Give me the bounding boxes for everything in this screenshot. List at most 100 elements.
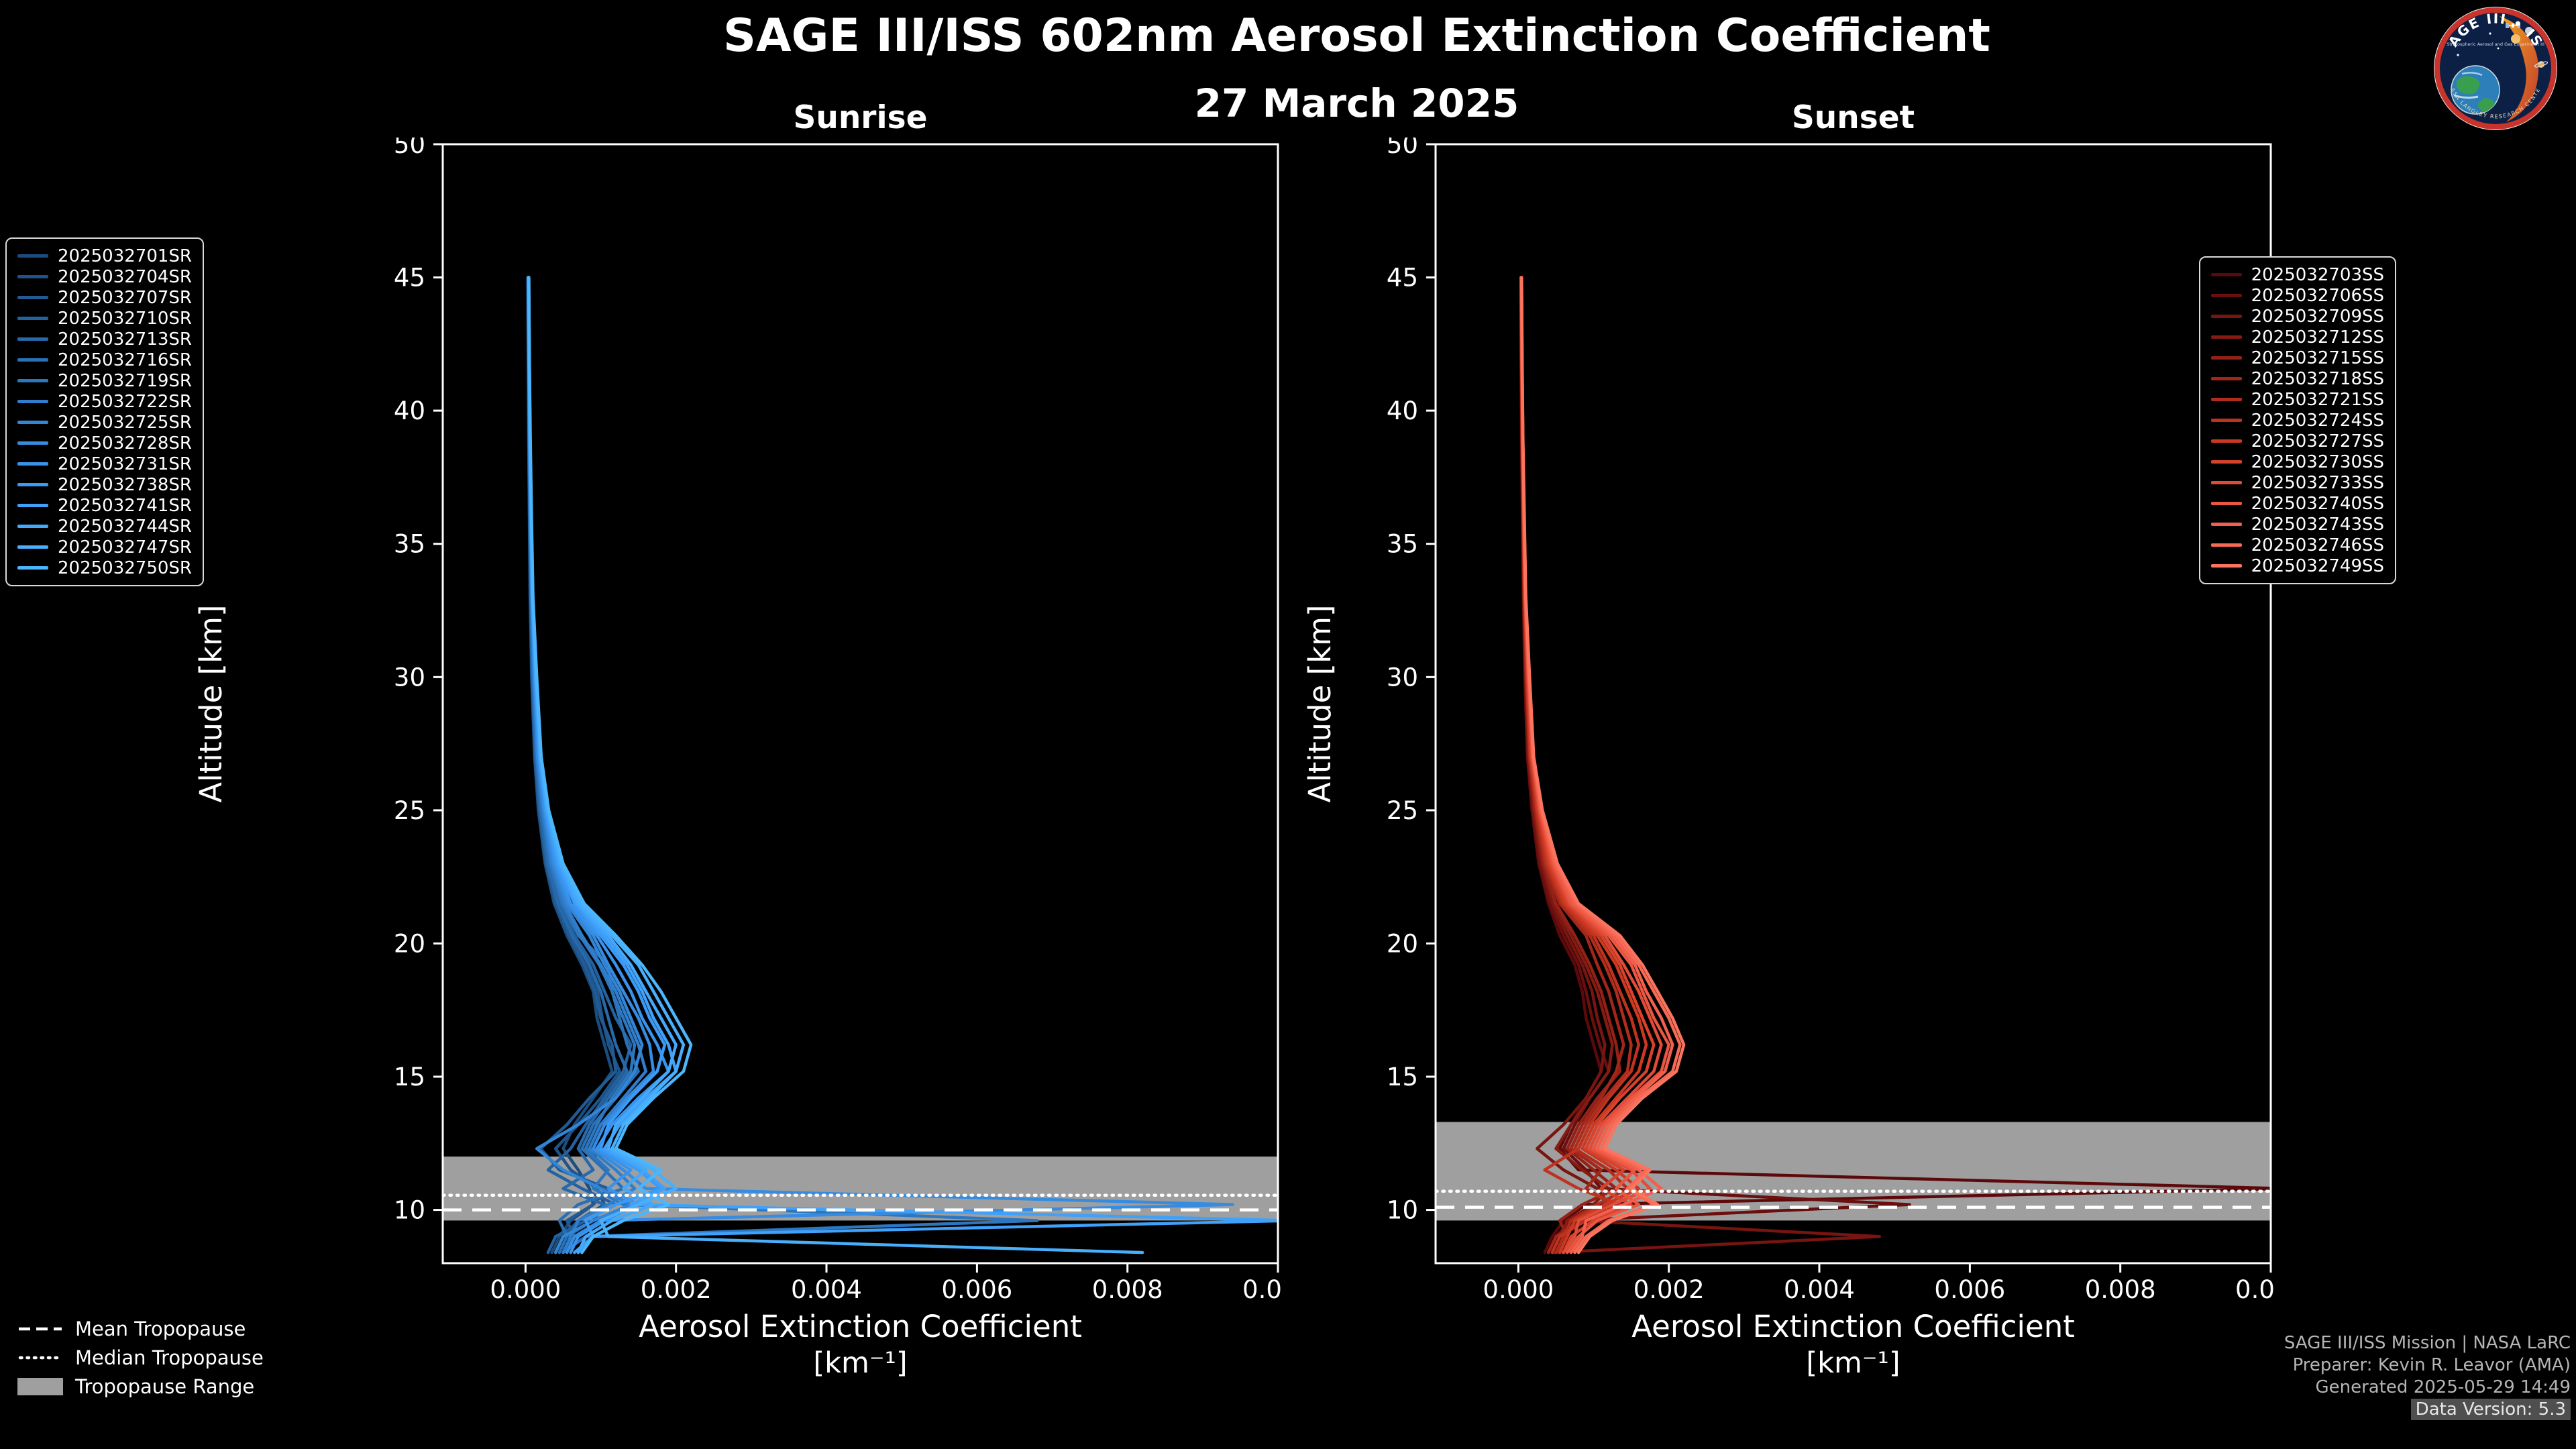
- series-color-swatch: [2210, 564, 2242, 568]
- series-color-swatch: [2210, 543, 2242, 547]
- y-tick-label: 50: [1387, 138, 1418, 159]
- figure-title: SAGE III/ISS 602nm Aerosol Extinction Co…: [723, 9, 1990, 62]
- series-label: 2025032724SS: [2251, 410, 2384, 431]
- credits-block: SAGE III/ISS Mission | NASA LaRC Prepare…: [2284, 1332, 2571, 1421]
- series-label: 2025032725SR: [58, 412, 192, 433]
- series-color-swatch: [2210, 335, 2242, 339]
- x-tick-label: 0.008: [1092, 1275, 1163, 1304]
- x-tick-label: 0.000: [1483, 1275, 1554, 1304]
- x-tick-label: 0.002: [1633, 1275, 1705, 1304]
- series-color-swatch: [17, 358, 48, 362]
- legend-item: 2025032722SR: [17, 391, 192, 412]
- y-tick-label: 15: [394, 1063, 425, 1091]
- credit-generated: Generated 2025-05-29 14:49: [2315, 1377, 2571, 1397]
- legend-item: 2025032725SR: [17, 412, 192, 433]
- series-label: 2025032704SR: [58, 266, 192, 287]
- legend-item: 2025032704SR: [17, 266, 192, 287]
- sage-iii-iss-logo: SAGE III • ISS Stratospheric Aerosol and…: [2434, 7, 2557, 130]
- logo-star: [2457, 54, 2459, 56]
- dotted-line-swatch: [18, 1356, 63, 1360]
- y-tick-label: 40: [394, 396, 425, 425]
- series-label: 2025032703SS: [2251, 264, 2384, 285]
- legend-item: 2025032703SS: [2210, 264, 2384, 285]
- series-label: 2025032738SR: [58, 474, 192, 495]
- series-color-swatch: [2210, 294, 2242, 297]
- legend-item: 2025032709SS: [2210, 306, 2384, 327]
- legend-item: 2025032747SR: [17, 537, 192, 557]
- dashed-line-swatch: [19, 1327, 62, 1331]
- legend-item: 2025032741SR: [17, 495, 192, 516]
- series-label: 2025032710SR: [58, 308, 192, 329]
- y-axis-label-sunset: Altitude [km]: [1302, 604, 1338, 803]
- series-label: 2025032740SS: [2251, 493, 2384, 514]
- series-label: 2025032747SR: [58, 537, 192, 557]
- legend-items-sunset: 2025032703SS 2025032706SS 2025032709SS 2025…: [2210, 264, 2384, 576]
- legend-item: 2025032713SR: [17, 329, 192, 350]
- panel-title-sunset: Sunset: [1791, 99, 1915, 136]
- series-label: 2025032712SS: [2251, 327, 2384, 347]
- series-color-swatch: [17, 421, 48, 424]
- series-color-swatch: [17, 317, 48, 320]
- legend-item: 2025032716SR: [17, 350, 192, 370]
- series-label: 2025032701SR: [58, 246, 192, 266]
- credit-data-version: Data Version: 5.3: [2410, 1399, 2571, 1420]
- series-color-swatch: [2210, 315, 2242, 318]
- series-label: 2025032718SS: [2251, 368, 2384, 389]
- x-tick-label: 0.010: [2235, 1275, 2277, 1304]
- series-color-swatch: [2210, 502, 2242, 505]
- profile-line-2025032709SS: [1519, 276, 1882, 1254]
- legend-item: 2025032750SR: [17, 557, 192, 578]
- legend-label-range: Tropopause Range: [75, 1375, 255, 1398]
- y-tick-label: 25: [1387, 796, 1418, 825]
- legend-item: 2025032712SS: [2210, 327, 2384, 347]
- logo-star: [2489, 32, 2491, 35]
- range-patch-swatch: [17, 1378, 63, 1395]
- logo-earth: [2451, 65, 2500, 115]
- legend-item: 2025032749SS: [2210, 555, 2384, 576]
- series-label: 2025032706SS: [2251, 285, 2384, 306]
- series-color-swatch: [2210, 273, 2242, 276]
- plot-area-sunset: 0.000 0.002 0.004 0.006 0.008 0.010 10 15 20 25 30…: [1335, 138, 2277, 1350]
- series-color-swatch: [17, 525, 48, 528]
- series-label: 2025032727SS: [2251, 431, 2384, 451]
- series-label: 2025032743SS: [2251, 514, 2384, 535]
- y-tick-label: 15: [1387, 1063, 1418, 1091]
- series-label: 2025032730SS: [2251, 451, 2384, 472]
- series-color-swatch: [17, 296, 48, 299]
- legend-item: 2025032715SS: [2210, 347, 2384, 368]
- plot-border: [441, 143, 1279, 1265]
- x-axis-label-sunset: Aerosol Extinction Coefficient [km⁻¹]: [1436, 1308, 2271, 1382]
- series-label: 2025032707SR: [58, 287, 192, 308]
- legend-item: 2025032746SS: [2210, 535, 2384, 555]
- logo-sun-figure: [2500, 16, 2539, 122]
- series-color-swatch: [2210, 439, 2242, 443]
- series-color-swatch: [17, 275, 48, 278]
- legend-item: 2025032721SS: [2210, 389, 2384, 410]
- profile-line-2025032750SR: [527, 276, 693, 1254]
- y-tick-label: 30: [394, 663, 425, 692]
- x-tick-label: 0.006: [1934, 1275, 2005, 1304]
- series-color-swatch: [2210, 356, 2242, 360]
- series-label: 2025032728SR: [58, 433, 192, 453]
- x-tick-label: 0.000: [490, 1275, 561, 1304]
- series-label: 2025032709SS: [2251, 306, 2384, 327]
- figure-date: 27 March 2025: [1194, 80, 1519, 126]
- series-label: 2025032722SR: [58, 391, 192, 412]
- legend-item-median-tropopause: Median Tropopause: [17, 1345, 264, 1371]
- y-tick-label: 10: [394, 1196, 425, 1225]
- series-color-swatch: [17, 462, 48, 466]
- series-color-swatch: [2210, 419, 2242, 422]
- logo-moon: [2525, 27, 2533, 35]
- legend-item-mean-tropopause: Mean Tropopause: [17, 1316, 264, 1342]
- legend-items-sunrise: 2025032701SR 2025032704SR 2025032707SR 2025…: [17, 246, 192, 578]
- series-label: 2025032721SS: [2251, 389, 2384, 410]
- series-label: 2025032749SS: [2251, 555, 2384, 576]
- series-color-swatch: [17, 337, 48, 341]
- legend-item: 2025032744SR: [17, 516, 192, 537]
- series-label: 2025032746SS: [2251, 535, 2384, 555]
- y-axis-label-sunrise: Altitude [km]: [193, 604, 229, 803]
- legend-item: 2025032738SR: [17, 474, 192, 495]
- series-color-swatch: [2210, 460, 2242, 464]
- series-color-swatch: [17, 566, 48, 570]
- series-label: 2025032744SR: [58, 516, 192, 537]
